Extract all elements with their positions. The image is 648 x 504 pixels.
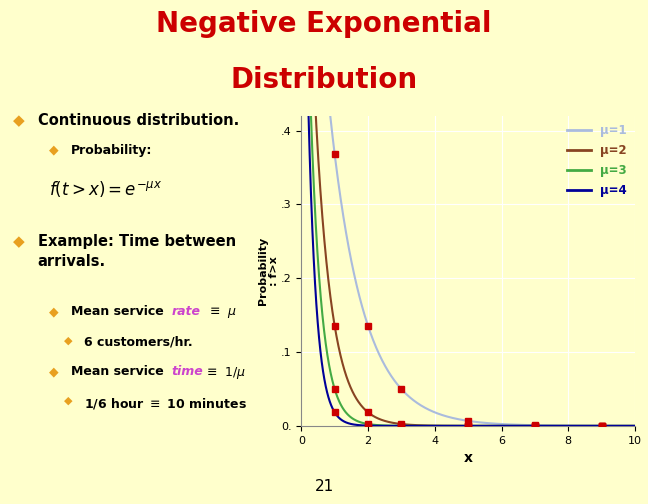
Text: Mean service: Mean service (71, 305, 168, 318)
Text: $f(t>x)=e^{-\mu x}$: $f(t>x)=e^{-\mu x}$ (49, 179, 162, 199)
Text: $\equiv$ $1/\mu$: $\equiv$ $1/\mu$ (200, 365, 246, 382)
Text: Continuous distribution.: Continuous distribution. (38, 113, 239, 129)
Text: 1/6 hour $\equiv$ 10 minutes: 1/6 hour $\equiv$ 10 minutes (84, 396, 248, 411)
Text: Mean service: Mean service (71, 365, 168, 379)
Y-axis label: Probability
: f>x: Probability : f>x (258, 237, 279, 305)
Text: ◆: ◆ (49, 144, 58, 157)
Text: ◆: ◆ (13, 113, 25, 129)
Text: time: time (172, 365, 203, 379)
Text: ◆: ◆ (49, 365, 58, 379)
Text: Example: Time between
arrivals.: Example: Time between arrivals. (38, 234, 236, 269)
Text: Distribution: Distribution (231, 66, 417, 94)
Text: ◆: ◆ (13, 234, 25, 249)
Text: $\equiv$ $\mu$: $\equiv$ $\mu$ (203, 305, 237, 320)
Text: ◆: ◆ (49, 305, 58, 318)
Text: Probability:: Probability: (71, 144, 153, 157)
Text: 6 customers/hr.: 6 customers/hr. (84, 335, 193, 348)
X-axis label: x: x (464, 451, 472, 465)
Text: ◆: ◆ (64, 335, 72, 345)
Text: 21: 21 (314, 479, 334, 494)
Text: Negative Exponential: Negative Exponential (156, 10, 492, 38)
Text: rate: rate (172, 305, 201, 318)
Text: ◆: ◆ (64, 396, 72, 406)
Legend: μ=1, μ=2, μ=3, μ=4: μ=1, μ=2, μ=3, μ=4 (562, 119, 632, 202)
